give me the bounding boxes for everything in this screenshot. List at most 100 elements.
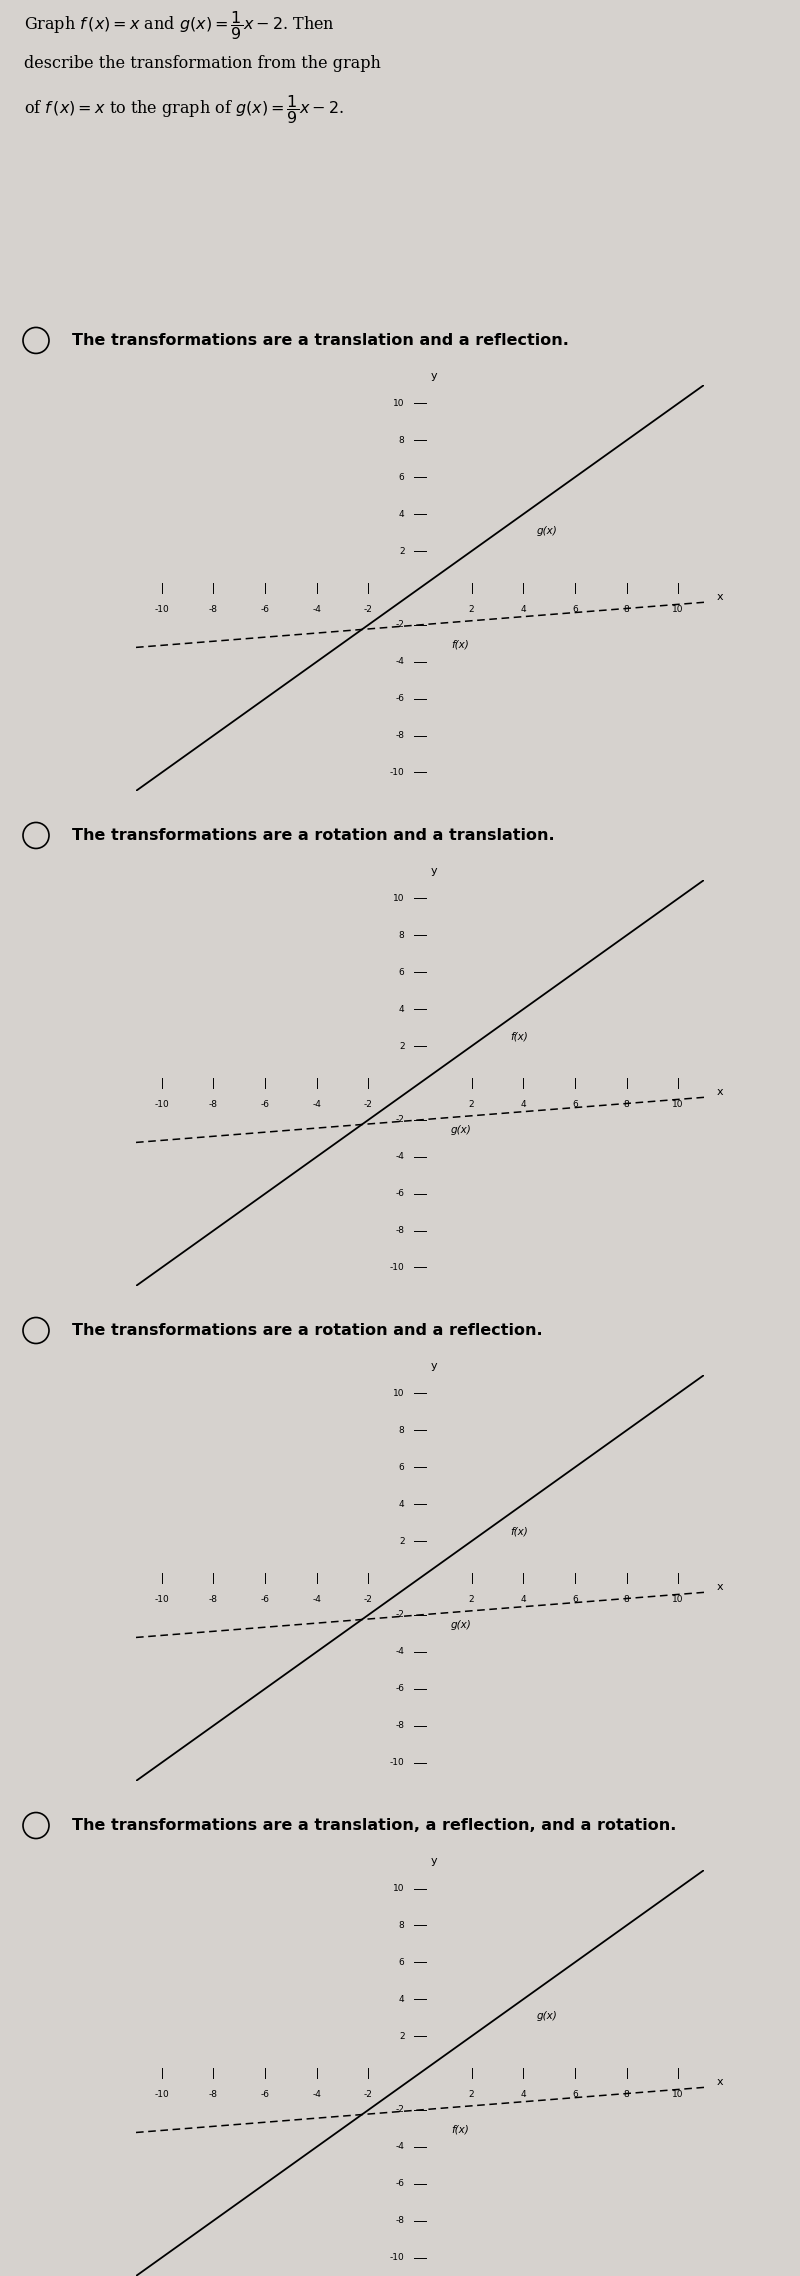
Text: 8: 8 xyxy=(398,1425,405,1434)
Text: -2: -2 xyxy=(396,1611,405,1621)
Text: -6: -6 xyxy=(395,2178,405,2187)
Text: 4: 4 xyxy=(521,2089,526,2098)
Text: f(x): f(x) xyxy=(451,640,469,649)
Text: -4: -4 xyxy=(396,658,405,667)
Text: -8: -8 xyxy=(395,2217,405,2226)
Text: -6: -6 xyxy=(395,1188,405,1197)
Text: 8: 8 xyxy=(398,435,405,444)
Text: -10: -10 xyxy=(390,2253,405,2262)
Text: x: x xyxy=(717,1582,723,1593)
Text: The transformations are a rotation and a translation.: The transformations are a rotation and a… xyxy=(72,828,554,842)
Text: -4: -4 xyxy=(312,2089,321,2098)
Text: 6: 6 xyxy=(572,1099,578,1108)
Text: 10: 10 xyxy=(673,1595,684,1605)
Text: -10: -10 xyxy=(154,605,169,615)
Text: Graph $f\,(x) = x$ and $g(x) = \dfrac{1}{9}x - 2$. Then
describe the transformat: Graph $f\,(x) = x$ and $g(x) = \dfrac{1}… xyxy=(24,9,381,125)
Text: -10: -10 xyxy=(154,1099,169,1108)
Text: -10: -10 xyxy=(390,1263,405,1272)
Text: -2: -2 xyxy=(364,2089,373,2098)
Text: x: x xyxy=(717,2078,723,2087)
Text: The transformations are a rotation and a reflection.: The transformations are a rotation and a… xyxy=(72,1322,542,1338)
Text: -10: -10 xyxy=(154,2089,169,2098)
Text: -2: -2 xyxy=(364,605,373,615)
Text: -4: -4 xyxy=(312,1099,321,1108)
Text: 6: 6 xyxy=(572,1595,578,1605)
Text: 8: 8 xyxy=(624,1099,630,1108)
Text: y: y xyxy=(430,1361,437,1372)
Text: 10: 10 xyxy=(393,894,405,904)
Text: 6: 6 xyxy=(398,967,405,976)
Text: 2: 2 xyxy=(399,546,405,555)
Text: 6: 6 xyxy=(572,605,578,615)
Text: -4: -4 xyxy=(312,605,321,615)
Text: 6: 6 xyxy=(398,473,405,483)
Text: -8: -8 xyxy=(395,731,405,740)
Text: -6: -6 xyxy=(261,2089,270,2098)
Text: -6: -6 xyxy=(395,1684,405,1693)
Text: 10: 10 xyxy=(393,1388,405,1397)
Text: 8: 8 xyxy=(624,2089,630,2098)
Text: -10: -10 xyxy=(154,1595,169,1605)
Text: 2: 2 xyxy=(469,2089,474,2098)
Text: 8: 8 xyxy=(624,1595,630,1605)
Text: y: y xyxy=(430,867,437,876)
Text: -8: -8 xyxy=(209,1595,218,1605)
Text: y: y xyxy=(430,1857,437,1866)
Text: 2: 2 xyxy=(469,1099,474,1108)
Text: 2: 2 xyxy=(469,605,474,615)
Text: 8: 8 xyxy=(398,1921,405,1930)
Text: 6: 6 xyxy=(572,2089,578,2098)
Text: -6: -6 xyxy=(261,1595,270,1605)
Text: The transformations are a translation and a reflection.: The transformations are a translation an… xyxy=(72,332,569,348)
Text: 10: 10 xyxy=(673,605,684,615)
Text: 10: 10 xyxy=(393,1885,405,1894)
Text: x: x xyxy=(717,1088,723,1097)
Text: 10: 10 xyxy=(673,1099,684,1108)
Text: g(x): g(x) xyxy=(451,1124,472,1136)
Text: 2: 2 xyxy=(399,1042,405,1052)
Text: 4: 4 xyxy=(521,1099,526,1108)
Text: x: x xyxy=(717,592,723,603)
Text: -2: -2 xyxy=(396,1115,405,1124)
Text: -10: -10 xyxy=(390,1757,405,1766)
Text: -4: -4 xyxy=(396,2142,405,2151)
Text: -2: -2 xyxy=(396,621,405,630)
Text: -6: -6 xyxy=(395,694,405,703)
Text: 2: 2 xyxy=(399,2032,405,2042)
Text: -4: -4 xyxy=(396,1648,405,1657)
Text: 4: 4 xyxy=(399,510,405,519)
Text: -8: -8 xyxy=(209,2089,218,2098)
Text: f(x): f(x) xyxy=(510,1031,528,1042)
Text: 4: 4 xyxy=(399,1004,405,1013)
Text: 8: 8 xyxy=(398,931,405,940)
Text: -6: -6 xyxy=(261,605,270,615)
Text: 4: 4 xyxy=(521,1595,526,1605)
Text: -2: -2 xyxy=(364,1595,373,1605)
Text: g(x): g(x) xyxy=(536,2012,557,2021)
Text: -4: -4 xyxy=(312,1595,321,1605)
Text: -8: -8 xyxy=(209,605,218,615)
Text: f(x): f(x) xyxy=(510,1527,528,1536)
Text: The transformations are a translation, a reflection, and a rotation.: The transformations are a translation, a… xyxy=(72,1819,676,1832)
Text: g(x): g(x) xyxy=(451,1621,472,1630)
Text: f(x): f(x) xyxy=(451,2126,469,2135)
Text: -2: -2 xyxy=(364,1099,373,1108)
Text: 10: 10 xyxy=(673,2089,684,2098)
Text: -8: -8 xyxy=(395,1721,405,1730)
Text: -8: -8 xyxy=(395,1227,405,1236)
Text: 2: 2 xyxy=(399,1536,405,1545)
Text: 4: 4 xyxy=(399,1994,405,2003)
Text: g(x): g(x) xyxy=(536,526,557,537)
Text: -10: -10 xyxy=(390,767,405,776)
Text: y: y xyxy=(430,371,437,382)
Text: 10: 10 xyxy=(393,398,405,407)
Text: 8: 8 xyxy=(624,605,630,615)
Text: 6: 6 xyxy=(398,1957,405,1966)
Text: -6: -6 xyxy=(261,1099,270,1108)
Text: -8: -8 xyxy=(209,1099,218,1108)
Text: -2: -2 xyxy=(396,2105,405,2114)
Text: 4: 4 xyxy=(521,605,526,615)
Text: -4: -4 xyxy=(396,1152,405,1161)
Text: 4: 4 xyxy=(399,1500,405,1509)
Text: 2: 2 xyxy=(469,1595,474,1605)
